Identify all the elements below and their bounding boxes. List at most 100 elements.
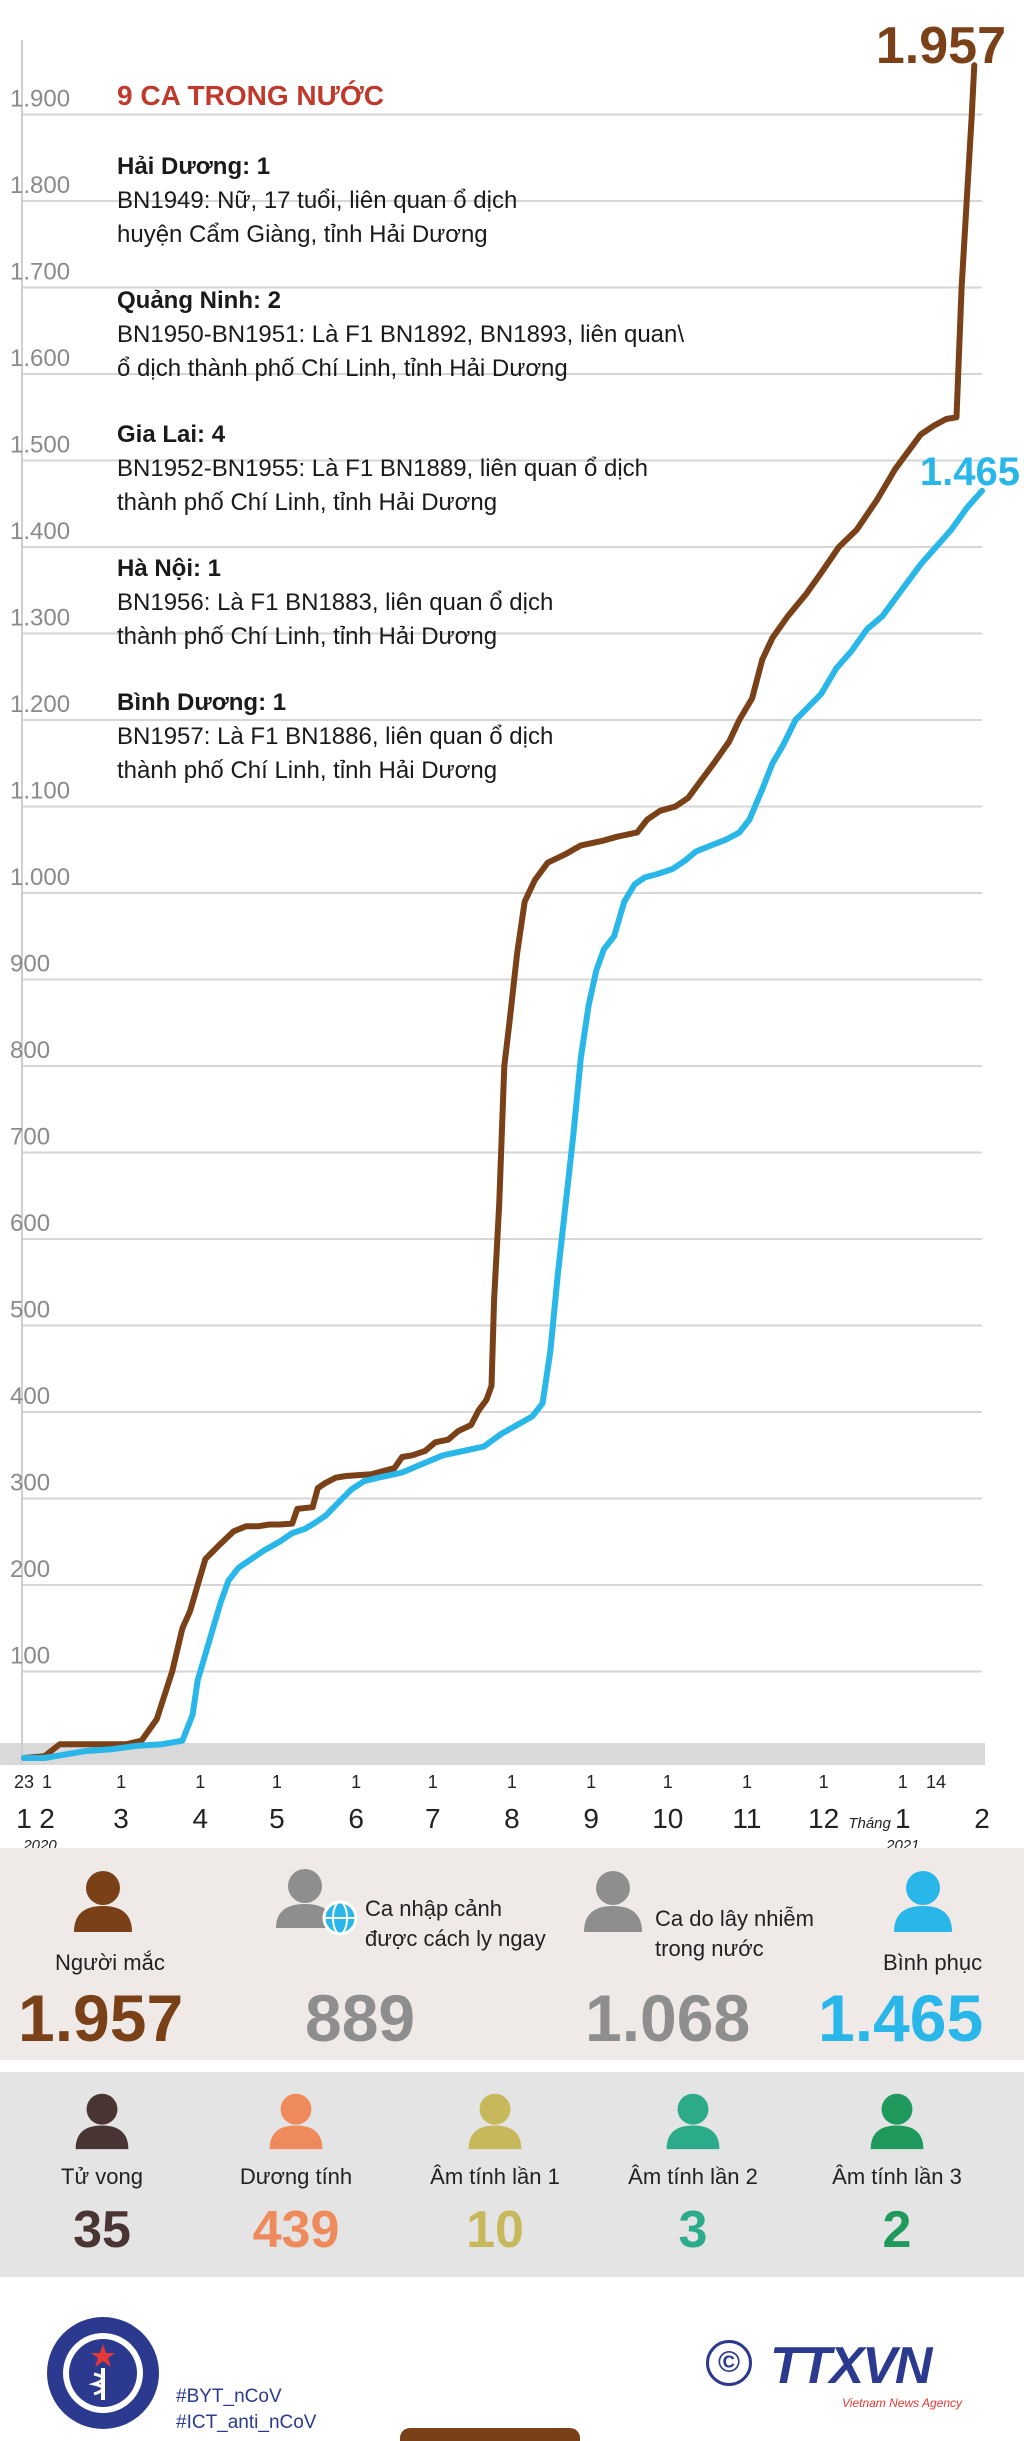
recovered-end-label: 1.465 <box>919 450 1020 494</box>
x-month-label: 6 <box>348 1803 364 1834</box>
person-icon <box>269 2093 323 2150</box>
ministry-of-health-logo <box>47 2317 159 2429</box>
bottom-decoration-bar <box>400 2428 580 2441</box>
x-month-label: 1 <box>16 1803 32 1834</box>
stat-value: 1.957 <box>18 1981 184 2055</box>
stat-label: Tử vong <box>61 2164 143 2189</box>
x-day-label: 1 <box>351 1772 361 1792</box>
x-day-label: 1 <box>428 1772 438 1792</box>
stat-label: Dương tính <box>239 2164 353 2189</box>
x-month-label: 10 <box>652 1803 683 1834</box>
y-tick-label: 200 <box>10 1556 50 1583</box>
ttxvn-subtitle: Vietnam News Agency <box>842 2396 963 2410</box>
y-tick-label: 600 <box>10 1210 50 1237</box>
cases-end-label: 1.957 <box>875 17 1006 75</box>
stat-negative-3: Âm tính lần 3 2 <box>797 2072 997 2277</box>
y-tick-label: 1.000 <box>10 864 70 891</box>
y-axis-ticks: 100 200 300 400 500 600 700 800 900 1.000 1.100 1.2… <box>10 86 70 1670</box>
stat-label: Ca do lây nhiễm trong nước <box>655 1906 814 1961</box>
y-tick-label: 400 <box>10 1383 50 1410</box>
stat-value: 889 <box>305 1981 416 2055</box>
x-month-label: 9 <box>583 1803 599 1834</box>
annotation-text: BN1957: Là F1 BN1886, liên quan ổ dịch t… <box>117 723 554 784</box>
stat-deaths: Tử vong 35 <box>2 2072 202 2277</box>
x-day-label: 1 <box>42 1772 52 1792</box>
annotation-text: BN1950-BN1951: Là F1 BN1892, BN1893, liê… <box>117 321 685 382</box>
x-day-label: 1 <box>586 1772 596 1792</box>
stat-recovered: Bình phục 1.465 <box>810 1848 1024 2060</box>
annotation-region: Hà Nội: 1 <box>117 555 222 582</box>
x-day-label: 1 <box>898 1772 908 1792</box>
x-axis-band <box>0 1743 985 1765</box>
chart-gridlines <box>22 113 982 1673</box>
stat-value: 2 <box>882 2201 912 2259</box>
x-month-label: 1 <box>895 1803 911 1834</box>
annotation-title: 9 CA TRONG NƯỚC <box>117 80 384 111</box>
secondary-stats-panel: Tử vong 35 Dương tính 439 Âm tính lần 1 … <box>0 2072 1024 2277</box>
y-tick-label: 1.100 <box>10 778 70 805</box>
y-tick-label: 500 <box>10 1297 50 1324</box>
y-tick-label: 1.800 <box>10 172 70 199</box>
person-icon <box>894 1871 952 1932</box>
y-tick-label: 1.900 <box>10 86 70 113</box>
x-month-label: 5 <box>269 1803 285 1834</box>
cases-line-chart: 100 200 300 400 500 600 700 800 900 1.000 1.100 1.2… <box>0 40 990 1854</box>
annotation-region: Quảng Ninh: 2 <box>117 287 281 314</box>
x-month-label: 4 <box>192 1803 208 1834</box>
stat-imported-cases: Ca nhập cảnh được cách ly ngay 889 <box>250 1848 560 2060</box>
series-lines <box>21 62 985 1761</box>
stat-label: Âm tính lần 1 <box>430 2164 560 2189</box>
annotation-region: Bình Dương: 1 <box>117 689 287 716</box>
x-month-label: 8 <box>504 1803 520 1834</box>
stat-label: Âm tính lần 3 <box>832 2164 962 2189</box>
stat-positive: Dương tính 439 <box>196 2072 396 2277</box>
annotation-region: Gia Lai: 4 <box>117 421 226 448</box>
person-icon <box>584 1871 642 1932</box>
y-tick-label: 1.200 <box>10 691 70 718</box>
person-icon <box>468 2093 522 2150</box>
stat-label: Ca nhập cảnh được cách ly ngay <box>365 1896 546 1951</box>
person-globe-icon <box>276 1869 358 1936</box>
y-tick-label: 1.400 <box>10 518 70 545</box>
stat-value: 1.465 <box>818 1981 984 2055</box>
hashtag-ict: #ICT_anti_nCoV <box>176 2412 317 2433</box>
x-month-word: Tháng <box>848 1815 891 1832</box>
x-day-label: 1 <box>272 1772 282 1792</box>
ttxvn-logo: TTXVN <box>770 2337 932 2395</box>
annotation-item: Hà Nội: 1 BN1956: Là F1 BN1883, liên qua… <box>117 552 757 654</box>
x-day-label: 23 <box>14 1772 34 1792</box>
x-day-label: 1 <box>819 1772 829 1792</box>
stat-total-cases: Người mắc 1.957 <box>0 1848 230 2060</box>
y-tick-label: 1.600 <box>10 345 70 372</box>
y-tick-label: 800 <box>10 1037 50 1064</box>
y-tick-label: 1.700 <box>10 259 70 286</box>
y-tick-label: 900 <box>10 951 50 978</box>
cases-series-line <box>21 62 978 1761</box>
x-day-label: 1 <box>663 1772 673 1792</box>
annotation-text: BN1949: Nữ, 17 tuổi, liên quan ổ dịch hu… <box>117 187 518 248</box>
footer: #BYT_nCoV #ICT_anti_nCoV © TTXVN Vietnam… <box>0 2300 1024 2441</box>
stat-value: 1.068 <box>585 1981 751 2055</box>
x-day-label: 1 <box>507 1772 517 1792</box>
x-month-label: 2 <box>39 1803 55 1834</box>
stat-negative-2: Âm tính lần 2 3 <box>593 2072 793 2277</box>
x-month-label: 7 <box>425 1803 441 1834</box>
stat-label: Bình phục <box>883 1950 983 1975</box>
person-icon <box>870 2093 924 2150</box>
annotation-box: 9 CA TRONG NƯỚC Hải Dương: 1 BN1949: Nữ,… <box>117 80 757 820</box>
x-day-label: 1 <box>742 1772 752 1792</box>
person-icon <box>75 2093 129 2150</box>
annotation-text: BN1956: Là F1 BN1883, liên quan ổ dịch t… <box>117 589 554 650</box>
hashtag-byt: #BYT_nCoV <box>176 2386 282 2407</box>
annotation-item: Gia Lai: 4 BN1952-BN1955: Là F1 BN1889, … <box>117 418 757 520</box>
stat-local-cases: Ca do lây nhiễm trong nước 1.068 <box>570 1848 820 2060</box>
y-tick-label: 100 <box>10 1643 50 1670</box>
annotation-text: BN1952-BN1955: Là F1 BN1889, liên quan ổ… <box>117 455 649 516</box>
annotation-item: Hải Dương: 1 BN1949: Nữ, 17 tuổi, liên q… <box>117 150 757 252</box>
person-icon <box>666 2093 720 2150</box>
annotation-region: Hải Dương: 1 <box>117 153 271 180</box>
summary-stats-panel: Người mắc 1.957 Ca nhập cảnh được cách l… <box>0 1848 1024 2060</box>
stat-value: 10 <box>466 2201 524 2259</box>
x-month-label: 12 <box>808 1803 839 1834</box>
